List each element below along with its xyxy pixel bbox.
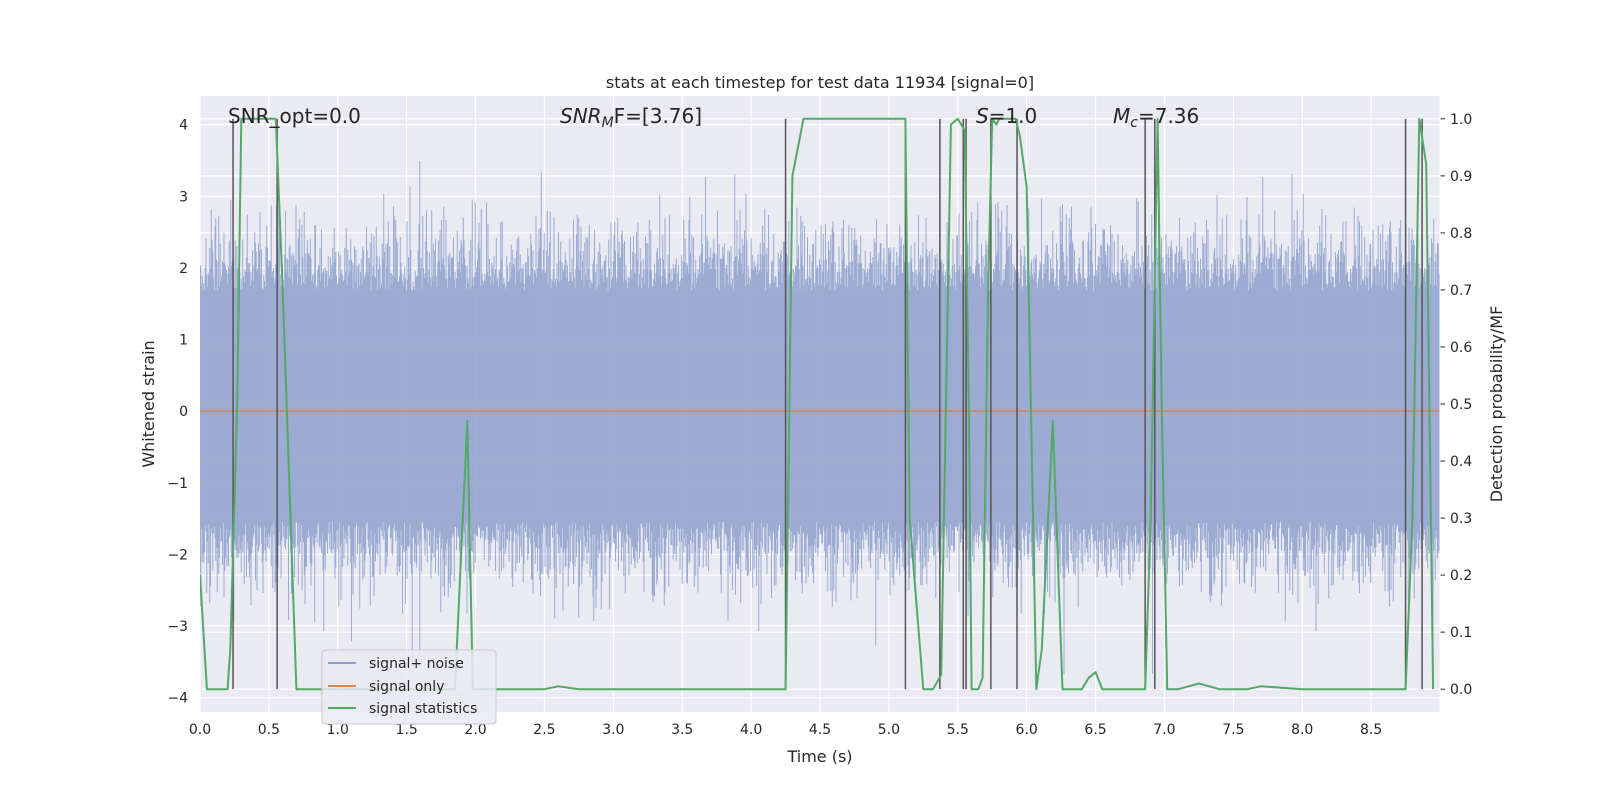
x-tick-label: 2.0 <box>464 722 486 738</box>
x-tick-label: 6.0 <box>1016 722 1038 738</box>
y-tick-label: −3 <box>167 619 188 635</box>
y-tick-label: −1 <box>167 476 188 492</box>
x-axis-label: Time (s) <box>786 747 852 766</box>
y-right-tick-label: 0.0 <box>1450 682 1472 698</box>
y-right-tick-label: 0.9 <box>1450 169 1472 185</box>
y-right-tick-label: 0.8 <box>1450 226 1472 242</box>
y-tick-label: −2 <box>167 547 188 563</box>
x-tick-label: 8.5 <box>1360 722 1382 738</box>
y-axis-label: Whitened strain <box>139 340 158 467</box>
y-axis-right-label: Detection probability/MF <box>1487 306 1506 503</box>
x-tick-label: 4.5 <box>809 722 831 738</box>
legend-box <box>321 649 497 725</box>
legend-label-noise: signal+ noise <box>369 656 464 672</box>
legend: signal+ noise signal only signal statist… <box>321 649 497 725</box>
legend-label-stats: signal statistics <box>369 701 477 717</box>
annotation-mc-rest: =7.36 <box>1138 104 1199 128</box>
y-right-tick-label: 0.6 <box>1450 340 1472 356</box>
annotation-s-main: S <box>976 104 989 128</box>
vertical-markers <box>232 118 1423 690</box>
y-tick-label: 1 <box>179 333 188 349</box>
annotation-snr-mf-main: SNR <box>560 104 602 128</box>
x-tick-label: 7.5 <box>1222 722 1244 738</box>
tick-labels: 0.0 0.5 1.0 1.5 2.0 2.5 3.0 3.5 4.0 4.5 5.0 5.5 6.0 6… <box>167 96 1472 738</box>
x-tick-label: 0.0 <box>189 722 211 738</box>
y-right-tick-label: 0.3 <box>1450 511 1472 527</box>
annotation-snr-mf-rest: F=[3.76] <box>614 104 702 128</box>
stats-line <box>200 117 1435 691</box>
x-tick-label: 7.0 <box>1153 722 1175 738</box>
signal-statistics-series <box>200 117 1435 691</box>
annotation-snr-mf: SNRMF=[3.76] <box>560 104 702 131</box>
y-tick-label: 3 <box>179 189 188 205</box>
y-tick-label: −4 <box>167 691 188 707</box>
x-tick-label: 3.5 <box>671 722 693 738</box>
y-tick-label: 2 <box>179 261 188 277</box>
y-right-tick-label: 0.4 <box>1450 454 1472 470</box>
legend-label-signal-only: signal only <box>369 679 444 695</box>
chart-title: stats at each timestep for test data 119… <box>606 73 1034 92</box>
y-tick-label: 0 <box>179 404 188 420</box>
annotation-snr-opt: SNR_opt=0.0 <box>228 104 361 128</box>
annotation-snr-mf-sub: M <box>602 115 614 131</box>
x-tick-label: 4.0 <box>740 722 762 738</box>
x-tick-label: 0.5 <box>258 722 280 738</box>
y-right-tick-label: 0.1 <box>1450 625 1472 641</box>
annotation-mc-sub: c <box>1130 115 1138 131</box>
x-tick-label: 2.5 <box>533 722 555 738</box>
x-tick-label: 6.5 <box>1084 722 1106 738</box>
x-tick-label: 3.0 <box>602 722 624 738</box>
y-right-tick-label: 0.2 <box>1450 568 1472 584</box>
x-tick-label: 1.5 <box>396 722 418 738</box>
y-right-tick-label: 0.5 <box>1450 397 1472 413</box>
annotation-s-rest: =1.0 <box>989 104 1038 128</box>
x-tick-label: 1.0 <box>327 722 349 738</box>
annotation-mc-main: M <box>1113 104 1130 128</box>
annotation-s: S=1.0 <box>976 104 1037 128</box>
y-right-tick-label: 0.7 <box>1450 283 1472 299</box>
x-tick-label: 8.0 <box>1291 722 1313 738</box>
x-tick-label: 5.0 <box>878 722 900 738</box>
annotation-mc: Mc=7.36 <box>1113 104 1199 131</box>
y-right-tick-label: 1.0 <box>1450 112 1472 128</box>
x-tick-label: 5.5 <box>947 722 969 738</box>
y-tick-label: 4 <box>179 118 188 134</box>
